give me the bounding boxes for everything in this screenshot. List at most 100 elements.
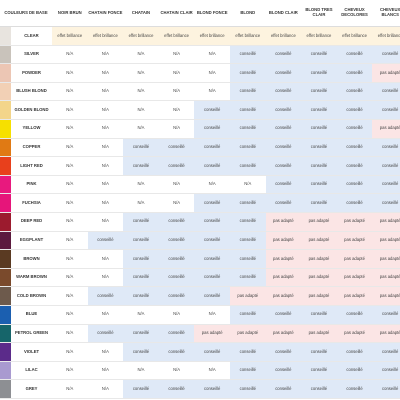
- table-row: BLUSH BLOND N/A N/A N/A N/A N/A conseillé conse…: [0, 82, 400, 102]
- compat-cell: N/A: [87, 379, 124, 399]
- compat-value: N/A: [137, 199, 145, 205]
- compat-value: pas adapté: [308, 292, 330, 298]
- compat-cell: conseillé: [336, 342, 373, 362]
- compat-value: conseillé: [382, 181, 399, 187]
- compat-value: conseillé: [239, 106, 256, 112]
- compat-value: conseillé: [346, 162, 363, 168]
- compat-cell: conseillé: [336, 138, 373, 158]
- compat-value: effet brillance: [342, 32, 367, 38]
- compat-cell: N/A: [87, 305, 124, 325]
- compat-value: N/A: [66, 162, 74, 168]
- compat-value: conseillé: [275, 348, 292, 354]
- compat-value: N/A: [101, 69, 109, 75]
- compat-value: N/A: [66, 292, 74, 298]
- compat-value: N/A: [101, 255, 109, 261]
- compat-value: pas adapté: [379, 218, 400, 224]
- compat-value: conseillé: [168, 218, 185, 224]
- header-col: CHEVEUX BLANCS: [372, 0, 400, 27]
- compat-value: conseillé: [382, 144, 399, 150]
- compat-cell: conseillé: [265, 63, 302, 83]
- color-swatch: [0, 286, 11, 306]
- color-swatch: [0, 26, 11, 46]
- compat-value: N/A: [66, 144, 74, 150]
- compat-value: N/A: [101, 218, 109, 224]
- compat-value: N/A: [101, 385, 109, 391]
- compat-value: effet brillance: [306, 32, 332, 38]
- compat-cell: pas adapté: [336, 231, 373, 251]
- compat-cell: conseillé: [265, 119, 302, 139]
- header-col: BLOND FONCE: [194, 0, 230, 27]
- compat-value: N/A: [101, 106, 109, 112]
- compat-cell: pas adapté: [265, 249, 302, 269]
- compat-value: conseillé: [132, 385, 150, 391]
- table-row: COPPER N/A N/A conseillé conseillé conseillé c…: [0, 138, 400, 158]
- compat-value: conseillé: [275, 181, 292, 187]
- compat-value: N/A: [137, 181, 145, 187]
- compat-cell: conseillé: [301, 305, 337, 325]
- compat-value: N/A: [137, 88, 145, 94]
- table-row: GREY N/A N/A conseillé conseillé conseillé con…: [0, 379, 400, 399]
- compat-cell: N/A: [158, 361, 195, 381]
- compat-value: conseillé: [346, 311, 363, 317]
- compat-cell: conseillé: [229, 193, 266, 213]
- compat-value: N/A: [208, 367, 216, 373]
- compat-value: N/A: [173, 199, 181, 205]
- base-color-name: FUCHSIA: [11, 193, 52, 213]
- compat-value: N/A: [66, 69, 74, 75]
- compat-value: conseillé: [346, 144, 363, 150]
- compat-cell: conseillé: [301, 45, 337, 65]
- compat-value: conseillé: [275, 88, 292, 94]
- compat-value: N/A: [66, 106, 74, 112]
- compat-value: N/A: [173, 51, 181, 57]
- compat-value: conseillé: [168, 274, 185, 280]
- compat-cell: conseillé: [194, 119, 230, 139]
- compat-cell: N/A: [158, 175, 195, 195]
- compat-value: N/A: [101, 274, 109, 280]
- color-swatch: [0, 268, 11, 288]
- compat-cell: N/A: [52, 342, 88, 362]
- compat-cell: conseillé: [301, 379, 337, 399]
- compat-value: conseillé: [310, 162, 328, 168]
- compat-cell: N/A: [52, 82, 88, 102]
- compat-cell: pas adapté: [229, 324, 266, 344]
- compat-cell: conseillé: [194, 342, 230, 362]
- base-color-name: SILVER: [11, 45, 52, 65]
- color-swatch: [0, 175, 11, 195]
- compat-cell: N/A: [52, 231, 88, 251]
- compat-value: pas adapté: [379, 69, 400, 75]
- compat-value: conseillé: [239, 367, 256, 373]
- compat-value: conseillé: [346, 199, 363, 205]
- compat-value: effet brillance: [57, 32, 83, 38]
- compat-value: conseillé: [382, 367, 399, 373]
- base-color-name: EGGPLANT: [11, 231, 52, 251]
- compat-cell: effet brillance: [229, 26, 266, 46]
- compat-value: conseillé: [239, 385, 256, 391]
- compat-value: conseillé: [204, 237, 221, 243]
- compat-value: pas adapté: [272, 255, 294, 261]
- compat-cell: N/A: [52, 119, 88, 139]
- base-color-name: VIOLET: [11, 342, 52, 362]
- compat-cell: conseillé: [123, 212, 159, 232]
- compat-value: conseillé: [168, 292, 185, 298]
- compat-cell: N/A: [194, 63, 230, 83]
- compat-cell: conseillé: [372, 342, 400, 362]
- compat-cell: conseillé: [158, 156, 195, 176]
- compat-cell: N/A: [158, 63, 195, 83]
- compat-cell: conseillé: [265, 342, 302, 362]
- compat-cell: conseillé: [194, 212, 230, 232]
- compat-value: N/A: [137, 69, 145, 75]
- compat-value: conseillé: [132, 274, 150, 280]
- compat-cell: conseillé: [336, 45, 373, 65]
- compat-cell: conseillé: [336, 305, 373, 325]
- compat-value: conseillé: [132, 237, 150, 243]
- compat-value: pas adapté: [272, 292, 294, 298]
- compat-cell: N/A: [52, 324, 88, 344]
- compat-value: conseillé: [204, 106, 221, 112]
- compat-cell: conseillé: [229, 82, 266, 102]
- compat-cell: conseillé: [265, 361, 302, 381]
- compat-cell: conseillé: [158, 286, 195, 306]
- table-row: WARM BROWN N/A N/A conseillé conseillé consei…: [0, 268, 400, 288]
- compat-value: conseillé: [382, 385, 399, 391]
- compat-value: N/A: [66, 385, 74, 391]
- compat-value: pas adapté: [344, 218, 365, 224]
